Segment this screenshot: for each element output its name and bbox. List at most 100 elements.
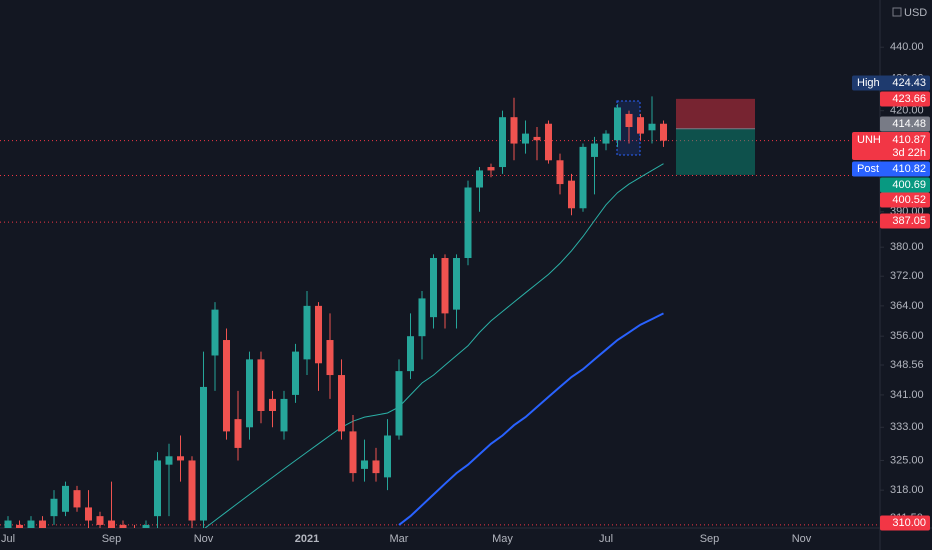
y-tick-label: 341.00 xyxy=(890,389,924,401)
price-label-value: 410.82 xyxy=(892,163,926,175)
price-label-value: 387.05 xyxy=(892,215,926,227)
x-tick-label: May xyxy=(492,533,513,545)
candle-body xyxy=(154,460,161,517)
price-label-value: 400.69 xyxy=(892,179,926,191)
x-tick-label: Sep xyxy=(700,533,720,545)
candle-body xyxy=(73,490,81,508)
y-tick-label: 440.00 xyxy=(890,41,924,53)
candle-body xyxy=(602,133,610,144)
candle-body xyxy=(487,167,495,171)
candle-body xyxy=(246,359,253,428)
candle-body xyxy=(177,456,184,461)
price-label-box xyxy=(880,177,930,193)
x-tick-label: Mar xyxy=(390,533,409,545)
price-label-name: UNH xyxy=(857,134,881,146)
y-tick-label: 318.00 xyxy=(890,484,924,496)
candle-body xyxy=(188,460,196,521)
candle-body xyxy=(579,146,587,209)
price-label-box xyxy=(880,213,930,229)
candle-body xyxy=(464,187,472,259)
candle-body xyxy=(660,123,667,141)
candle-body xyxy=(27,520,35,528)
candle-body xyxy=(303,305,311,360)
price-label-value: 423.66 xyxy=(892,93,926,105)
candle-body xyxy=(372,460,380,474)
candle-body xyxy=(533,136,541,141)
x-tick-label: Nov xyxy=(194,533,214,545)
y-tick-label: 348.56 xyxy=(890,359,924,371)
price-label-box xyxy=(880,192,930,208)
candle-body xyxy=(119,524,127,528)
candle-body xyxy=(338,375,345,432)
y-tick-label: 380.00 xyxy=(890,241,924,253)
candle-body xyxy=(614,107,621,141)
position-stop-zone xyxy=(676,98,755,129)
candle-body xyxy=(142,524,150,528)
candle-body xyxy=(269,398,276,412)
candle-body xyxy=(200,386,207,521)
candle-body xyxy=(39,520,46,528)
candle-body xyxy=(165,456,173,465)
candle-body xyxy=(96,516,104,525)
candle-body xyxy=(522,133,529,144)
price-label-value: 400.52 xyxy=(892,194,926,206)
plot-area xyxy=(0,96,880,528)
candle-body xyxy=(499,117,506,168)
candle-body xyxy=(62,485,69,512)
moving-average xyxy=(398,312,664,526)
candle-body xyxy=(361,460,368,469)
x-tick-label: 2021 xyxy=(295,533,319,545)
currency-icon[interactable] xyxy=(892,7,902,17)
candle-body xyxy=(395,371,403,436)
candle-body xyxy=(384,435,391,478)
x-tick-label: Jul xyxy=(599,533,613,545)
price-label-value: 410.87 xyxy=(892,134,926,146)
y-tick-label: 325.00 xyxy=(890,454,924,466)
candle-body xyxy=(211,309,219,356)
x-tick-label: Nov xyxy=(792,533,812,545)
candle-body xyxy=(223,340,230,432)
y-tick-label: 372.00 xyxy=(890,270,924,282)
candle-body xyxy=(418,298,426,337)
candle-body xyxy=(556,160,564,185)
candle-body xyxy=(648,123,656,131)
candle-body xyxy=(257,359,265,412)
candle-body xyxy=(545,123,552,161)
price-label-box xyxy=(852,161,930,177)
candle-body xyxy=(326,340,334,376)
candle-body xyxy=(407,336,414,372)
countdown: 3d 22h xyxy=(892,147,926,159)
candle-body xyxy=(349,431,357,474)
price-label-box xyxy=(852,75,930,91)
position-target-zone xyxy=(676,128,755,175)
candle-body xyxy=(50,498,58,517)
price-label-box xyxy=(880,116,930,132)
candle-body xyxy=(292,351,299,395)
candle-body xyxy=(510,117,518,144)
price-label-value: 414.48 xyxy=(892,118,926,130)
candle-body xyxy=(453,258,460,310)
price-label-name: Post xyxy=(857,163,879,175)
y-tick-label: 420.00 xyxy=(890,105,924,117)
candle-body xyxy=(108,520,115,528)
price-label-box xyxy=(880,91,930,107)
x-tick-label: Jul xyxy=(1,533,15,545)
price-label-box xyxy=(880,515,930,531)
candle-body xyxy=(625,113,633,128)
price-label-box xyxy=(852,132,930,160)
candle-body xyxy=(234,419,242,448)
price-label-value: 310.00 xyxy=(892,517,926,529)
price-label-value: 424.43 xyxy=(892,77,926,89)
y-tick-label: 364.00 xyxy=(890,300,924,312)
moving-average xyxy=(204,163,664,528)
candle-body xyxy=(430,258,437,318)
candle-body xyxy=(637,117,644,134)
candle-body xyxy=(16,524,23,528)
x-tick-label: Sep xyxy=(102,533,122,545)
candle-body xyxy=(315,305,322,364)
currency[interactable]: USD xyxy=(904,7,927,19)
y-tick-label: 356.00 xyxy=(890,330,924,342)
candle-body xyxy=(280,398,288,432)
